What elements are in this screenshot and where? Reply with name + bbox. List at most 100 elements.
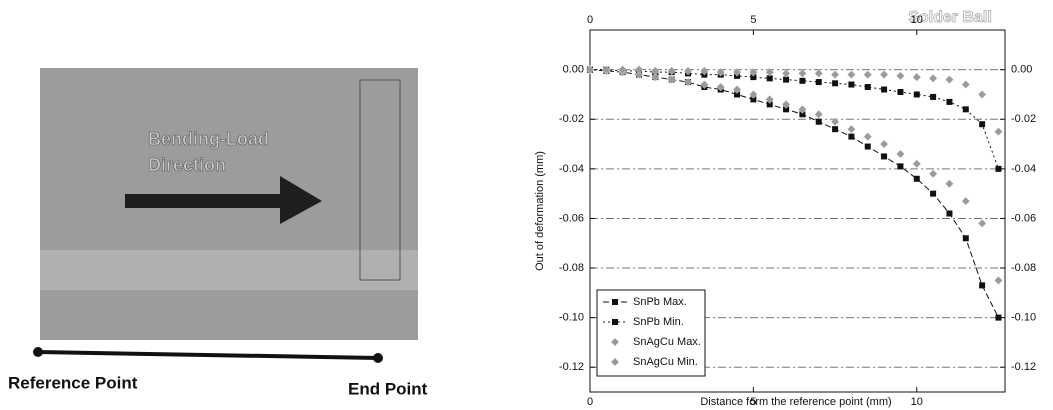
marker [683, 77, 693, 87]
photo-band [40, 250, 418, 290]
legend-marker [612, 299, 618, 305]
marker [979, 282, 986, 289]
marker [848, 133, 855, 140]
marker [881, 86, 888, 93]
marker [585, 65, 595, 75]
marker [962, 235, 969, 242]
legend-marker [610, 357, 620, 367]
marker [667, 66, 677, 76]
y-axis-label: Out of deformation (mm) [534, 151, 546, 271]
marker [814, 69, 824, 78]
marker [765, 67, 775, 77]
marker [832, 80, 839, 87]
marker [961, 196, 971, 206]
y-tick-label: -0.06 [559, 212, 584, 224]
marker [896, 149, 905, 159]
marker [618, 65, 628, 75]
marker [848, 81, 855, 88]
end-dot [373, 353, 383, 363]
marker [781, 100, 791, 109]
y-tick-label: -0.10 [559, 312, 584, 324]
legend-label: SnPb Min. [633, 316, 684, 328]
y2-tick-label: -0.02 [1011, 113, 1036, 125]
marker [928, 73, 938, 83]
marker [651, 72, 660, 82]
end-label: End Point [348, 379, 428, 398]
series-line [589, 69, 999, 318]
marker [897, 88, 904, 95]
marker [913, 175, 920, 182]
marker [716, 67, 726, 77]
marker [897, 163, 904, 170]
y2-tick-label: 0.00 [1011, 64, 1032, 76]
marker [994, 127, 1003, 137]
marker [863, 132, 873, 141]
marker [783, 106, 790, 113]
marker [830, 117, 840, 127]
marker [799, 111, 806, 118]
marker [750, 74, 757, 81]
measure-line [37, 350, 379, 360]
marker [798, 104, 807, 114]
marker [830, 70, 840, 79]
legend-label: SnPb Max. [633, 296, 687, 308]
marker [732, 67, 742, 77]
marker [881, 153, 888, 160]
marker [896, 71, 905, 81]
marker [913, 91, 920, 98]
x-axis-label: Distance form the reference point (mm) [700, 396, 891, 408]
marker [766, 75, 773, 82]
marker [961, 80, 971, 89]
marker [734, 91, 741, 98]
arrow-head [280, 176, 322, 224]
marker [928, 169, 938, 179]
marker [814, 109, 824, 119]
marker [716, 82, 726, 92]
arrow-label: Direction [148, 155, 226, 175]
marker [700, 80, 709, 89]
marker [945, 179, 954, 189]
reference-dot [33, 347, 43, 357]
marker [781, 69, 791, 78]
legend-label: SnAgCu Max. [633, 336, 701, 348]
y2-tick-label: -0.08 [1011, 262, 1036, 274]
y2-tick-label: -0.12 [1011, 361, 1036, 373]
photo: Bending-Load Direction Reference Point E… [8, 68, 428, 398]
marker [634, 65, 644, 75]
marker [750, 96, 757, 103]
marker [879, 139, 889, 149]
y-tick-label: -0.12 [559, 361, 584, 373]
y-tick-label: 0.00 [563, 64, 584, 76]
marker [634, 70, 644, 79]
marker [651, 66, 660, 76]
marker [732, 85, 742, 94]
marker [783, 76, 790, 83]
marker [912, 159, 922, 169]
marker [749, 90, 758, 99]
marker [930, 93, 937, 100]
marker [995, 165, 1002, 172]
marker [765, 95, 775, 104]
x2-tick-label: 0 [587, 14, 593, 26]
marker [749, 67, 758, 77]
x-tick-label: 0 [587, 396, 593, 408]
y-tick-label: -0.04 [559, 163, 584, 175]
marker [683, 66, 693, 76]
marker [667, 75, 677, 84]
marker [995, 314, 1002, 321]
marker [994, 276, 1003, 285]
marker [863, 70, 873, 79]
arrow-shaft [125, 194, 285, 208]
marker [700, 66, 709, 76]
x2-tick-label: 5 [750, 14, 756, 26]
marker [946, 98, 953, 105]
marker [847, 70, 856, 79]
marker [945, 75, 954, 84]
legend-marker [612, 319, 618, 325]
marker [977, 90, 987, 99]
marker [979, 121, 986, 128]
x2-tick-label: 10 [911, 14, 923, 26]
photo-edge [359, 79, 401, 281]
marker [912, 72, 922, 82]
